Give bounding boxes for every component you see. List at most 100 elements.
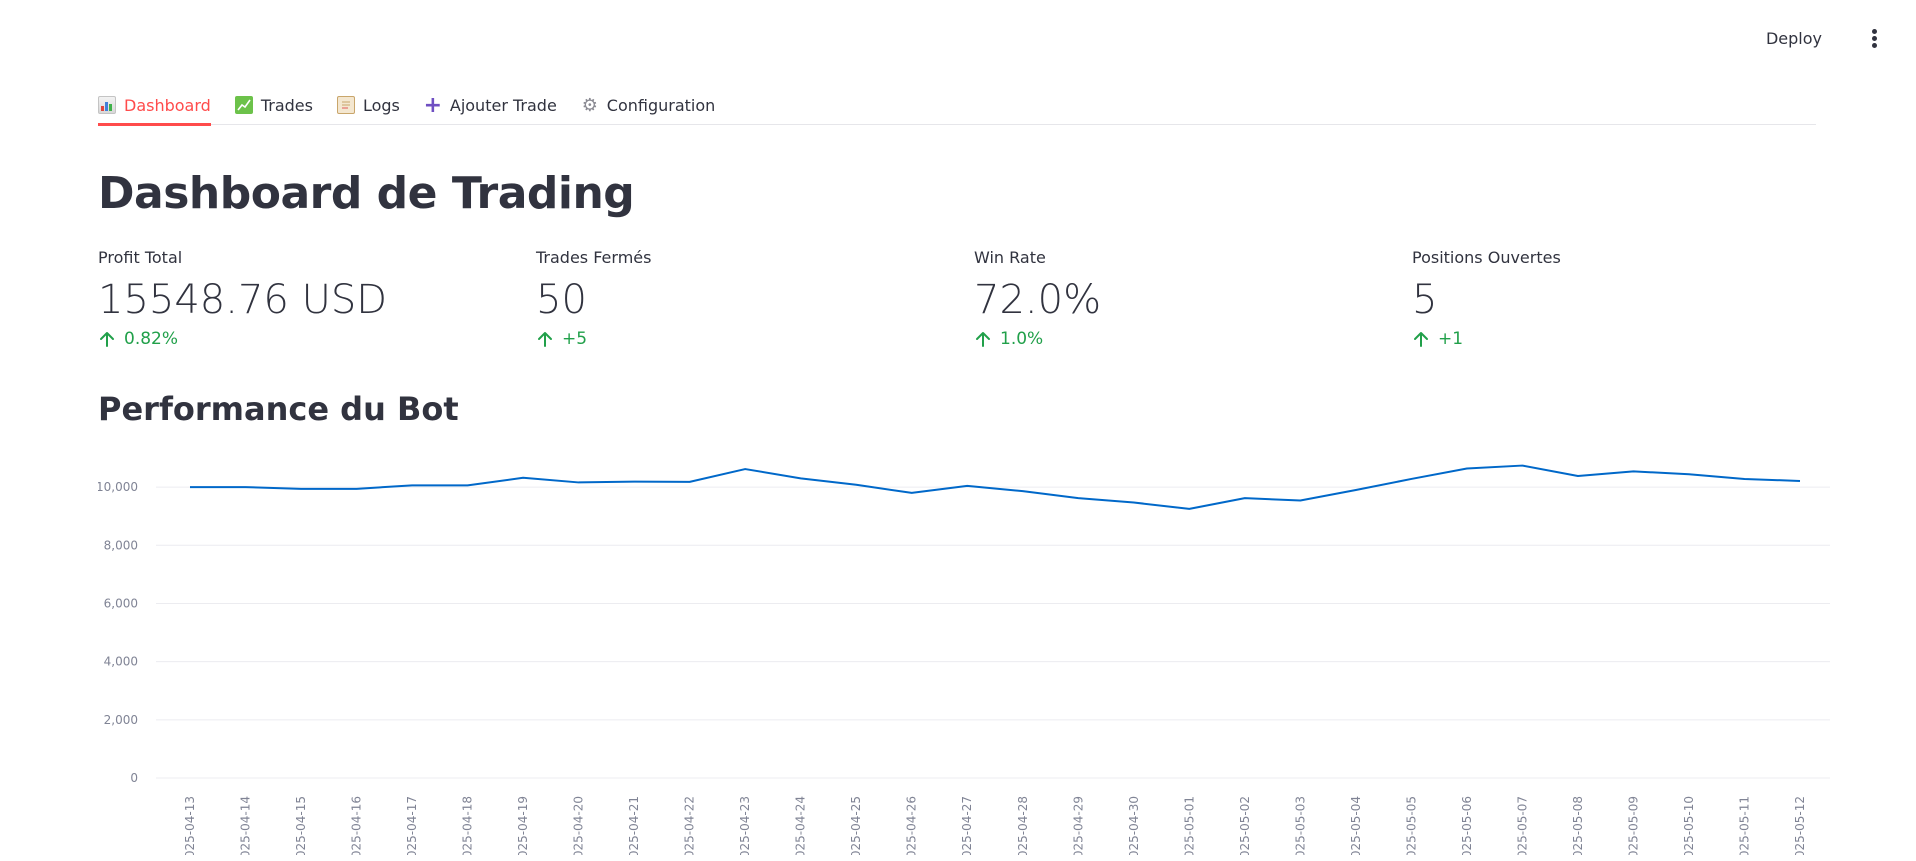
data-point bbox=[1687, 472, 1691, 476]
tab-ajouter-trade[interactable]: + Ajouter Trade bbox=[424, 86, 557, 124]
data-point bbox=[910, 491, 914, 495]
tab-label: Logs bbox=[362, 95, 400, 115]
tab-configuration[interactable]: ⚙ Configuration bbox=[581, 86, 716, 124]
data-point bbox=[1076, 496, 1080, 500]
x-tick-label: 2025-05-12 bbox=[1793, 796, 1807, 855]
x-tick-label: 2025-04-26 bbox=[905, 796, 919, 855]
data-point bbox=[244, 485, 248, 489]
data-point bbox=[965, 484, 969, 488]
x-tick-label: 2025-05-04 bbox=[1349, 796, 1363, 855]
y-tick-label: 10,000 bbox=[98, 480, 138, 494]
metric-value: 72.0% bbox=[974, 277, 1102, 323]
x-tick-label: 2025-04-27 bbox=[960, 796, 974, 855]
performance-line-chart[interactable]: 0 2,000 4,000 6,000 8,000 10,000 2025-04-13 202… bbox=[98, 450, 1838, 855]
metric-trades-fermes: Trades Fermés 50 +5 bbox=[536, 248, 936, 349]
metric-positions-ouvertes: Positions Ouvertes 5 +1 bbox=[1412, 248, 1812, 349]
data-point bbox=[577, 480, 581, 484]
deploy-button[interactable]: Deploy bbox=[1765, 29, 1822, 48]
tab-label: Configuration bbox=[606, 95, 716, 115]
more-vertical-icon[interactable] bbox=[1869, 29, 1879, 49]
data-point bbox=[1021, 489, 1025, 493]
metric-value: 15548.76 USD bbox=[98, 277, 388, 323]
plus-icon: + bbox=[423, 92, 443, 118]
data-point bbox=[1520, 464, 1524, 468]
x-tick-label: 2025-05-05 bbox=[1404, 796, 1418, 855]
x-tick-label: 2025-04-28 bbox=[1016, 796, 1030, 855]
data-point bbox=[355, 487, 359, 491]
x-tick-label: 2025-05-03 bbox=[1293, 796, 1307, 855]
data-point bbox=[466, 483, 470, 487]
tab-logs[interactable]: Logs bbox=[336, 86, 400, 124]
data-point bbox=[1798, 479, 1802, 483]
data-point bbox=[743, 467, 747, 471]
metric-delta-value: +1 bbox=[1438, 329, 1464, 349]
x-tick-label: 2025-04-20 bbox=[572, 796, 586, 855]
data-point bbox=[1187, 507, 1191, 511]
metric-delta: 1.0% bbox=[974, 329, 1374, 349]
y-tick-label: 4,000 bbox=[104, 655, 138, 669]
tab-bar: Dashboard Trades Logs + Ajouter Trade ⚙ … bbox=[98, 86, 1816, 126]
data-point bbox=[854, 483, 858, 487]
x-tick-label: 2025-05-09 bbox=[1626, 796, 1640, 855]
y-tick-label: 0 bbox=[130, 771, 138, 785]
page-title: Dashboard de Trading bbox=[98, 168, 635, 219]
data-point bbox=[1631, 469, 1635, 473]
metric-delta-value: 0.82% bbox=[124, 329, 179, 349]
x-tick-label: 2025-05-08 bbox=[1571, 796, 1585, 855]
data-point bbox=[1132, 501, 1136, 505]
page-icon bbox=[336, 96, 355, 114]
y-tick-label: 2,000 bbox=[104, 713, 138, 727]
x-tick-label: 2025-04-23 bbox=[738, 796, 752, 855]
x-tick-label: 2025-04-29 bbox=[1071, 796, 1085, 855]
metric-label: Profit Total bbox=[98, 248, 183, 267]
metric-label: Positions Ouvertes bbox=[1412, 248, 1561, 267]
x-tick-label: 2025-04-17 bbox=[405, 796, 419, 855]
metric-delta: +5 bbox=[536, 329, 936, 349]
tab-label: Ajouter Trade bbox=[449, 95, 557, 115]
metric-value: 50 bbox=[536, 277, 587, 323]
data-point bbox=[688, 480, 692, 484]
x-tick-label: 2025-04-22 bbox=[683, 796, 697, 855]
x-tick-label: 2025-05-07 bbox=[1515, 796, 1529, 855]
data-point bbox=[188, 485, 192, 489]
x-tick-label: 2025-04-24 bbox=[794, 796, 808, 855]
x-tick-label: 2025-05-06 bbox=[1460, 796, 1474, 855]
x-tick-label: 2025-05-01 bbox=[1182, 796, 1196, 855]
x-tick-label: 2025-04-13 bbox=[183, 796, 197, 855]
data-point bbox=[1742, 477, 1746, 481]
chart-increasing-icon bbox=[234, 96, 253, 114]
data-point bbox=[521, 476, 525, 480]
y-tick-label: 8,000 bbox=[104, 538, 138, 552]
data-point bbox=[1354, 488, 1358, 492]
data-point bbox=[799, 476, 803, 480]
x-tick-label: 2025-05-02 bbox=[1238, 796, 1252, 855]
x-tick-label: 2025-04-15 bbox=[294, 796, 308, 855]
metric-delta-value: +5 bbox=[562, 329, 588, 349]
metric-profit-total: Profit Total 15548.76 USD 0.82% bbox=[98, 248, 498, 349]
tab-trades[interactable]: Trades bbox=[234, 86, 313, 124]
metric-delta: 0.82% bbox=[98, 329, 498, 349]
x-tick-label: 2025-04-30 bbox=[1127, 796, 1141, 855]
metric-delta-value: 1.0% bbox=[1000, 329, 1044, 349]
data-point bbox=[1576, 474, 1580, 478]
tab-dashboard[interactable]: Dashboard bbox=[98, 86, 211, 126]
arrow-up-icon bbox=[1414, 332, 1428, 347]
data-point bbox=[1409, 477, 1413, 481]
arrow-up-icon bbox=[100, 332, 114, 347]
data-point bbox=[1298, 498, 1302, 502]
top-bar: Deploy bbox=[0, 0, 1916, 60]
data-point bbox=[1243, 496, 1247, 500]
y-tick-label: 6,000 bbox=[104, 596, 138, 610]
gear-icon: ⚙ bbox=[581, 94, 598, 116]
metric-value: 5 bbox=[1412, 277, 1438, 323]
x-tick-label: 2025-04-18 bbox=[461, 796, 475, 855]
bar-chart-icon bbox=[98, 96, 116, 114]
x-tick-label: 2025-05-10 bbox=[1682, 796, 1696, 855]
x-tick-label: 2025-04-25 bbox=[849, 796, 863, 855]
x-tick-label: 2025-05-11 bbox=[1737, 796, 1751, 855]
metric-delta: +1 bbox=[1412, 329, 1812, 349]
metric-win-rate: Win Rate 72.0% 1.0% bbox=[974, 248, 1374, 349]
x-tick-label: 2025-04-16 bbox=[350, 796, 364, 855]
arrow-up-icon bbox=[976, 332, 990, 347]
metric-label: Trades Fermés bbox=[536, 248, 652, 267]
